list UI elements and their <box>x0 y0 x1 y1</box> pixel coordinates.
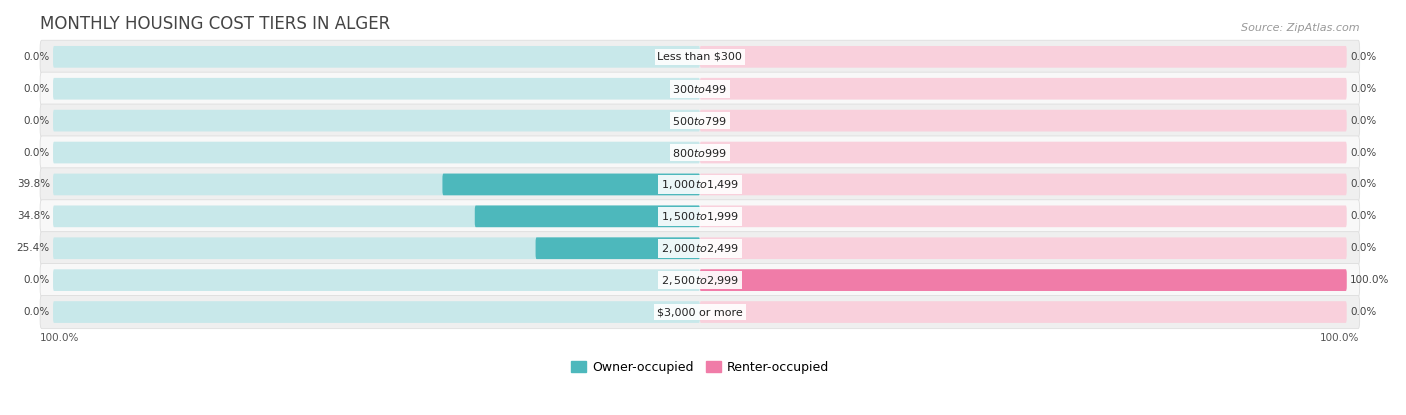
Text: 0.0%: 0.0% <box>1350 211 1376 221</box>
FancyBboxPatch shape <box>700 205 1347 227</box>
FancyBboxPatch shape <box>700 173 1347 195</box>
FancyBboxPatch shape <box>53 269 700 291</box>
Text: 25.4%: 25.4% <box>17 243 49 253</box>
FancyBboxPatch shape <box>53 46 700 68</box>
FancyBboxPatch shape <box>53 142 700 164</box>
Text: 0.0%: 0.0% <box>24 275 49 285</box>
Text: 0.0%: 0.0% <box>24 52 49 62</box>
FancyBboxPatch shape <box>53 110 700 132</box>
Text: 0.0%: 0.0% <box>24 307 49 317</box>
FancyBboxPatch shape <box>53 173 700 195</box>
FancyBboxPatch shape <box>41 200 1360 233</box>
Text: 0.0%: 0.0% <box>1350 179 1376 189</box>
Text: 0.0%: 0.0% <box>1350 307 1376 317</box>
Text: 0.0%: 0.0% <box>1350 116 1376 126</box>
FancyBboxPatch shape <box>41 40 1360 73</box>
Text: $2,000 to $2,499: $2,000 to $2,499 <box>661 242 740 255</box>
FancyBboxPatch shape <box>443 173 700 195</box>
Text: Less than $300: Less than $300 <box>658 52 742 62</box>
Text: $500 to $799: $500 to $799 <box>672 115 727 127</box>
Text: $300 to $499: $300 to $499 <box>672 83 727 95</box>
FancyBboxPatch shape <box>41 232 1360 265</box>
FancyBboxPatch shape <box>700 301 1347 323</box>
Text: 100.0%: 100.0% <box>41 333 80 343</box>
Text: 0.0%: 0.0% <box>24 84 49 94</box>
Text: 100.0%: 100.0% <box>1350 275 1389 285</box>
FancyBboxPatch shape <box>536 237 700 259</box>
Legend: Owner-occupied, Renter-occupied: Owner-occupied, Renter-occupied <box>565 356 834 379</box>
FancyBboxPatch shape <box>41 264 1360 297</box>
Text: $2,500 to $2,999: $2,500 to $2,999 <box>661 273 740 287</box>
Text: 0.0%: 0.0% <box>1350 148 1376 158</box>
FancyBboxPatch shape <box>700 46 1347 68</box>
FancyBboxPatch shape <box>700 110 1347 132</box>
FancyBboxPatch shape <box>700 142 1347 164</box>
FancyBboxPatch shape <box>41 168 1360 201</box>
Text: 34.8%: 34.8% <box>17 211 49 221</box>
Text: 39.8%: 39.8% <box>17 179 49 189</box>
Text: 100.0%: 100.0% <box>1320 333 1360 343</box>
Text: 0.0%: 0.0% <box>24 148 49 158</box>
FancyBboxPatch shape <box>41 72 1360 105</box>
Text: $800 to $999: $800 to $999 <box>672 146 727 159</box>
FancyBboxPatch shape <box>53 237 700 259</box>
FancyBboxPatch shape <box>700 269 1347 291</box>
FancyBboxPatch shape <box>41 295 1360 329</box>
FancyBboxPatch shape <box>53 78 700 100</box>
FancyBboxPatch shape <box>41 136 1360 169</box>
Text: 0.0%: 0.0% <box>1350 52 1376 62</box>
Text: $3,000 or more: $3,000 or more <box>657 307 742 317</box>
FancyBboxPatch shape <box>53 301 700 323</box>
FancyBboxPatch shape <box>53 205 700 227</box>
Text: 0.0%: 0.0% <box>24 116 49 126</box>
FancyBboxPatch shape <box>41 104 1360 137</box>
FancyBboxPatch shape <box>700 269 1347 291</box>
Text: 0.0%: 0.0% <box>1350 243 1376 253</box>
Text: $1,500 to $1,999: $1,500 to $1,999 <box>661 210 740 223</box>
FancyBboxPatch shape <box>700 237 1347 259</box>
FancyBboxPatch shape <box>700 78 1347 100</box>
FancyBboxPatch shape <box>475 205 700 227</box>
Text: MONTHLY HOUSING COST TIERS IN ALGER: MONTHLY HOUSING COST TIERS IN ALGER <box>41 15 391 33</box>
Text: $1,000 to $1,499: $1,000 to $1,499 <box>661 178 740 191</box>
Text: 0.0%: 0.0% <box>1350 84 1376 94</box>
Text: Source: ZipAtlas.com: Source: ZipAtlas.com <box>1241 23 1360 33</box>
